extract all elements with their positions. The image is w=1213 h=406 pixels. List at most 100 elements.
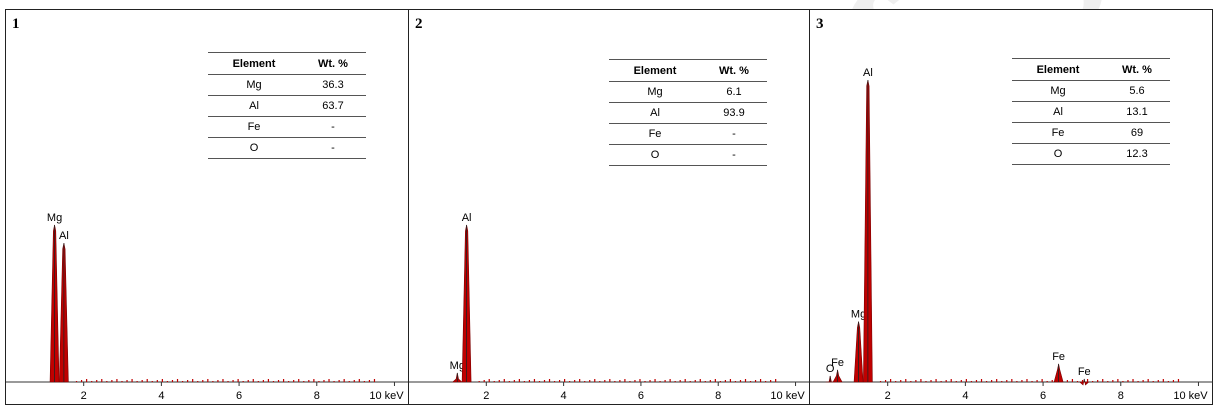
cell-value: 12.3 <box>1104 143 1170 165</box>
cell-value: - <box>300 137 366 159</box>
noise-mark <box>192 379 194 382</box>
noise-mark <box>1122 381 1124 382</box>
noise-mark <box>614 381 616 382</box>
noise-mark <box>729 379 732 382</box>
noise-mark <box>975 380 978 382</box>
x-tick-label: 6 <box>638 390 644 402</box>
noise-mark <box>714 379 716 382</box>
noise-mark <box>895 381 897 382</box>
noise-mark <box>348 381 350 382</box>
x-tick-label: 8 <box>1118 390 1124 402</box>
noise-mark <box>970 381 973 382</box>
noise-mark <box>1177 379 1180 382</box>
noise-mark <box>116 379 118 382</box>
noise-mark <box>564 379 566 382</box>
header-element: Element <box>1012 58 1104 81</box>
noise-mark <box>513 380 515 382</box>
x-tick-label: 2 <box>885 390 891 402</box>
noise-mark <box>146 379 148 382</box>
noise-mark <box>1147 379 1149 382</box>
noise-mark <box>197 381 199 382</box>
noise-mark <box>1142 380 1144 382</box>
noise-mark <box>1132 379 1134 382</box>
noise-mark <box>313 379 315 382</box>
noise-mark <box>1011 379 1013 382</box>
noise-mark <box>1041 379 1043 382</box>
noise-mark <box>1167 381 1169 382</box>
spectrum-chart: 2 4 6 8 10 keV Mg Al <box>409 212 811 402</box>
noise-mark <box>161 379 163 382</box>
noise-mark <box>935 379 937 382</box>
peak-label: Fe <box>831 357 844 369</box>
x-tick-label: 2 <box>483 390 489 402</box>
noise-mark <box>553 381 556 382</box>
noise-mark <box>1046 381 1048 382</box>
noise-mark <box>609 379 611 382</box>
cell-element: Fe <box>609 123 701 145</box>
noise-mark <box>503 379 505 382</box>
noise-mark <box>599 381 601 382</box>
noise-mark <box>272 381 275 382</box>
noise-mark <box>252 379 254 382</box>
table-row: O- <box>208 137 366 159</box>
noise-mark <box>548 379 551 382</box>
noise-mark <box>1076 381 1079 382</box>
noise-mark <box>202 380 204 382</box>
noise-mark <box>323 380 325 382</box>
noise-mark <box>1172 380 1175 382</box>
x-tick-label: 8 <box>314 390 320 402</box>
noise-mark <box>890 379 892 382</box>
noise-mark <box>217 380 219 382</box>
x-tick-label: 10 keV <box>1173 390 1208 402</box>
noise-mark <box>86 379 88 382</box>
noise-mark <box>303 381 305 382</box>
noise-mark <box>619 380 621 382</box>
noise-mark <box>121 381 123 382</box>
noise-mark <box>1006 380 1008 382</box>
noise-mark <box>488 379 490 382</box>
noise-mark <box>980 379 983 382</box>
noise-mark <box>739 380 742 382</box>
table-row: Fe 69 <box>1012 122 1170 144</box>
noise-mark <box>141 380 143 382</box>
noise-mark <box>343 379 345 382</box>
table-row: Al 13.1 <box>1012 101 1170 123</box>
noise-mark <box>181 381 184 382</box>
noise-mark <box>569 381 571 382</box>
noise-mark <box>1162 379 1164 382</box>
noise-mark <box>699 379 701 382</box>
noise-mark <box>1102 379 1104 382</box>
peak-label: Al <box>462 212 472 224</box>
noise-mark <box>171 380 174 382</box>
cell-value: - <box>300 116 366 138</box>
peak-label: Mg <box>851 309 866 321</box>
noise-mark <box>669 379 671 382</box>
composition-table: Element Wt. % Mg 6.1 Al 93.9 Fe - O- <box>609 59 767 166</box>
noise-mark <box>187 380 189 382</box>
noise-mark <box>282 379 285 382</box>
table-row: Al 93.9 <box>609 102 767 124</box>
noise-mark <box>368 380 371 382</box>
noise-mark <box>1097 380 1099 382</box>
peak-label: Mg <box>47 212 62 224</box>
noise-mark <box>1107 381 1109 382</box>
cell-value: 36.3 <box>300 74 366 96</box>
noise-mark <box>483 380 485 382</box>
noise-mark <box>965 379 967 382</box>
noise-mark <box>508 381 510 382</box>
noise-mark <box>227 381 229 382</box>
noise-mark <box>267 379 270 382</box>
noise-mark <box>749 381 752 382</box>
noise-mark <box>242 381 244 382</box>
noise-mark <box>985 381 988 382</box>
noise-mark <box>176 379 179 382</box>
noise-mark <box>80 380 83 382</box>
noise-mark <box>338 380 340 382</box>
noise-mark <box>75 381 78 382</box>
cell-value: 5.6 <box>1104 80 1170 102</box>
noise-mark <box>900 380 902 382</box>
cell-value: 13.1 <box>1104 101 1170 123</box>
noise-mark <box>288 381 290 382</box>
noise-mark <box>237 379 239 382</box>
peak-label: Fe <box>1052 351 1065 363</box>
